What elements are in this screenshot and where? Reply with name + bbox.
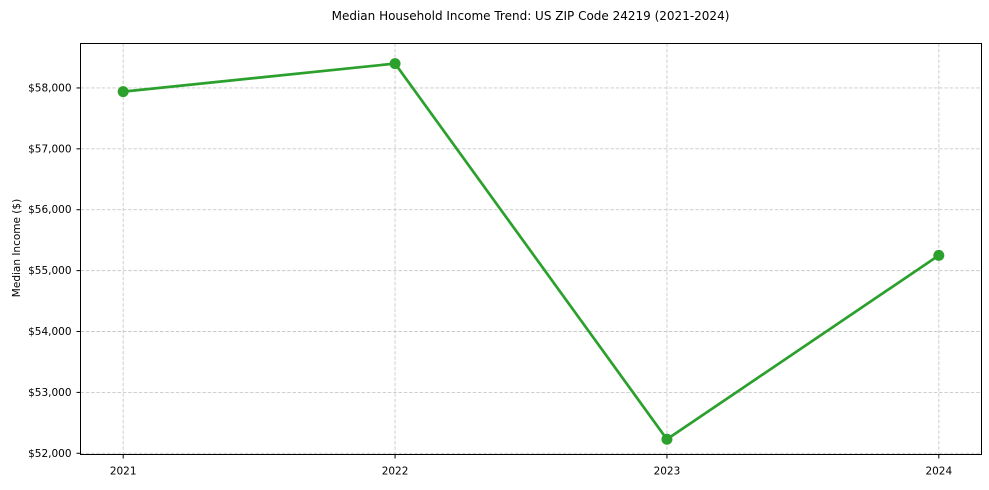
data-point-2022 [389, 58, 401, 70]
y-tick-label: $53,000 [28, 387, 71, 399]
data-point-2021 [117, 86, 129, 98]
plot-frame [80, 43, 982, 455]
x-tick-label: 2021 [110, 466, 137, 478]
y-tick-label: $52,000 [28, 448, 71, 460]
y-tick-label: $54,000 [28, 326, 71, 338]
data-point-2024 [933, 249, 945, 261]
x-tick-label: 2024 [925, 466, 952, 478]
data-point-2023 [661, 433, 673, 445]
income-trend-line [121, 62, 941, 441]
x-tick-label: 2023 [654, 466, 681, 478]
y-axis-label: Median Income ($) [11, 198, 23, 298]
y-tick-label: $56,000 [28, 204, 71, 216]
y-tick-label: $58,000 [28, 82, 71, 94]
chart-title: Median Household Income Trend: US ZIP Co… [331, 9, 730, 23]
y-tick-label: $55,000 [28, 265, 71, 277]
x-tick-label: 2022 [382, 466, 409, 478]
y-tick-label: $57,000 [28, 143, 71, 155]
